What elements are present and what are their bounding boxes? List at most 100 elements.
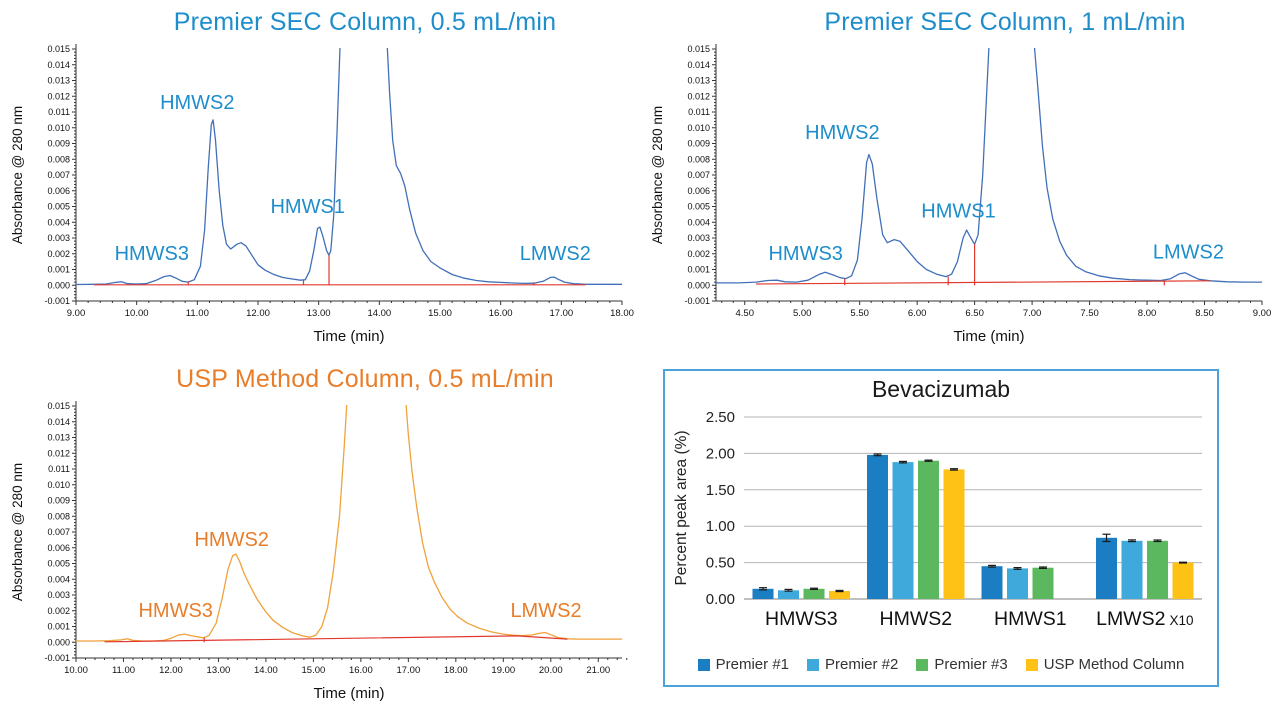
- svg-text:0.014: 0.014: [47, 60, 70, 70]
- integration-baseline: [756, 244, 1211, 286]
- bar-premier-2-lmws2: [1121, 540, 1143, 599]
- bevacizumab-legend: Premier #1 Premier #2 Premier #3 USP Method…: [665, 656, 1217, 673]
- bar-premier-3-hmws1: [1032, 567, 1054, 599]
- peak-label-hmws2: HMWS2: [805, 122, 879, 144]
- premier-05-chromatogram: -0.001 0.000 0.001 0.002 0.003 0.004 0.005 0.00…: [10, 44, 634, 345]
- svg-text:0.005: 0.005: [47, 202, 70, 212]
- svg-text:10.00: 10.00: [64, 665, 88, 676]
- peak-label-hmws2: HMWS2: [194, 529, 268, 551]
- usp-title: USP Method Column, 0.5 mL/min: [176, 365, 554, 393]
- tick-marks: [72, 405, 628, 662]
- chromatogram-trace: [716, 48, 1262, 284]
- svg-text:20.00: 20.00: [539, 665, 563, 676]
- svg-text:9.00: 9.00: [67, 308, 86, 319]
- bar-premier-2-hmws1: [1007, 568, 1028, 599]
- svg-text:0.009: 0.009: [47, 496, 70, 506]
- legend-label: Premier #3: [934, 656, 1008, 673]
- svg-text:13.00: 13.00: [207, 665, 231, 676]
- svg-text:2.50: 2.50: [706, 409, 735, 426]
- svg-text:18.00: 18.00: [444, 665, 468, 676]
- svg-text:0.006: 0.006: [687, 186, 710, 196]
- svg-text:0.012: 0.012: [47, 91, 70, 101]
- peak-label-hmws3: HMWS3: [115, 243, 189, 265]
- svg-text:0.001: 0.001: [47, 622, 70, 632]
- premier-1-chromatogram: -0.001 0.000 0.001 0.002 0.003 0.004 0.005 0.00…: [650, 44, 1271, 345]
- svg-text:HMWS2: HMWS2: [880, 608, 953, 630]
- bar-usp-method-column-lmws2: [1172, 562, 1194, 599]
- x-axis-title: Time (min): [313, 328, 384, 345]
- svg-text:8.00: 8.00: [1138, 308, 1157, 319]
- svg-text:17.00: 17.00: [396, 665, 420, 676]
- svg-text:0.011: 0.011: [48, 107, 70, 117]
- svg-text:0.006: 0.006: [47, 543, 70, 553]
- peak-label-hmws2: HMWS2: [160, 92, 234, 114]
- svg-text:0.010: 0.010: [687, 123, 710, 133]
- svg-text:7.50: 7.50: [1080, 308, 1099, 319]
- legend-item-premier-2: Premier #2: [807, 656, 898, 673]
- bar-usp-method-column-hmws3: [829, 591, 850, 599]
- peak-label-hmws1: HMWS1: [270, 196, 344, 218]
- svg-text:11.00: 11.00: [186, 308, 209, 319]
- svg-text:8.50: 8.50: [1195, 308, 1214, 319]
- svg-text:1.50: 1.50: [706, 482, 735, 499]
- svg-text:6.00: 6.00: [908, 308, 927, 319]
- svg-text:0.002: 0.002: [47, 606, 70, 616]
- svg-text:14.00: 14.00: [254, 665, 278, 676]
- svg-text:0.50: 0.50: [706, 555, 735, 572]
- svg-text:0.015: 0.015: [47, 44, 70, 54]
- y-axis-title: Absorbance @ 280 nm: [10, 106, 25, 244]
- svg-text:6.50: 6.50: [965, 308, 984, 319]
- bar-premier-1-hmws3: [752, 588, 774, 599]
- y-axis-title: Percent peak area (%): [673, 430, 690, 585]
- premier-05-title: Premier SEC Column, 0.5 mL/min: [173, 8, 557, 36]
- svg-text:0.013: 0.013: [47, 76, 70, 86]
- integration-baseline: [104, 635, 568, 643]
- bar-premier-2-hmws2: [892, 462, 914, 599]
- svg-text:14.00: 14.00: [367, 308, 391, 319]
- chromatogram-trace: [76, 48, 622, 286]
- legend-swatch: [697, 658, 710, 671]
- svg-text:0.014: 0.014: [687, 60, 710, 70]
- legend-label: Premier #1: [715, 656, 789, 673]
- svg-text:5.50: 5.50: [850, 308, 869, 319]
- svg-text:0.004: 0.004: [47, 574, 70, 584]
- svg-text:0.004: 0.004: [687, 217, 710, 227]
- svg-text:12.00: 12.00: [159, 665, 183, 676]
- legend-item-premier-1: Premier #1: [697, 656, 789, 673]
- peak-label-hmws3: HMWS3: [138, 600, 212, 622]
- svg-text:0.008: 0.008: [47, 154, 70, 164]
- usp-chromatogram: -0.001 0.000 0.001 0.002 0.003 0.004 0.005 0.00…: [10, 401, 628, 702]
- bar-premier-1-lmws2: [1096, 537, 1117, 599]
- bar-premier-1-hmws1: [981, 566, 1003, 599]
- svg-text:4.50: 4.50: [735, 308, 754, 319]
- svg-text:HMWS1: HMWS1: [994, 608, 1067, 630]
- tick-labels: -0.001 0.000 0.001 0.002 0.003 0.004 0.005 0.00…: [44, 44, 633, 319]
- legend-swatch: [916, 658, 929, 671]
- svg-text:12.00: 12.00: [246, 308, 270, 319]
- panel-usp-method-05mlmin: USP Method Column, 0.5 mL/min -0.001 0.00…: [0, 357, 640, 714]
- bar-usp-method-column-hmws2: [943, 469, 965, 599]
- y-tick-labels: 0.00 0.50 1.00 1.50 2.00 2.50: [706, 409, 735, 608]
- svg-text:0.007: 0.007: [47, 170, 70, 180]
- svg-text:0.015: 0.015: [47, 401, 70, 411]
- svg-text:0.003: 0.003: [47, 233, 70, 243]
- svg-text:0.005: 0.005: [687, 202, 710, 212]
- category-labels: HMWS3 HMWS2 HMWS1 LMWS2 X10: [765, 608, 1193, 630]
- integration-baseline: [94, 255, 586, 286]
- svg-text:16.00: 16.00: [489, 308, 513, 319]
- peak-label-lmws2: LMWS2: [510, 600, 581, 622]
- svg-text:15.00: 15.00: [428, 308, 452, 319]
- svg-text:0.000: 0.000: [47, 637, 70, 647]
- svg-text:15.00: 15.00: [302, 665, 326, 676]
- legend-label: Premier #2: [825, 656, 899, 673]
- svg-text:0.007: 0.007: [47, 527, 70, 537]
- svg-text:0.011: 0.011: [688, 107, 710, 117]
- peak-label-hmws3: HMWS3: [768, 243, 842, 265]
- premier-1-title: Premier SEC Column, 1 mL/min: [824, 8, 1186, 36]
- svg-text:13.00: 13.00: [307, 308, 331, 319]
- svg-text:HMWS3: HMWS3: [765, 608, 838, 630]
- y-axis-title: Absorbance @ 280 nm: [650, 106, 665, 244]
- svg-text:18.00: 18.00: [610, 308, 634, 319]
